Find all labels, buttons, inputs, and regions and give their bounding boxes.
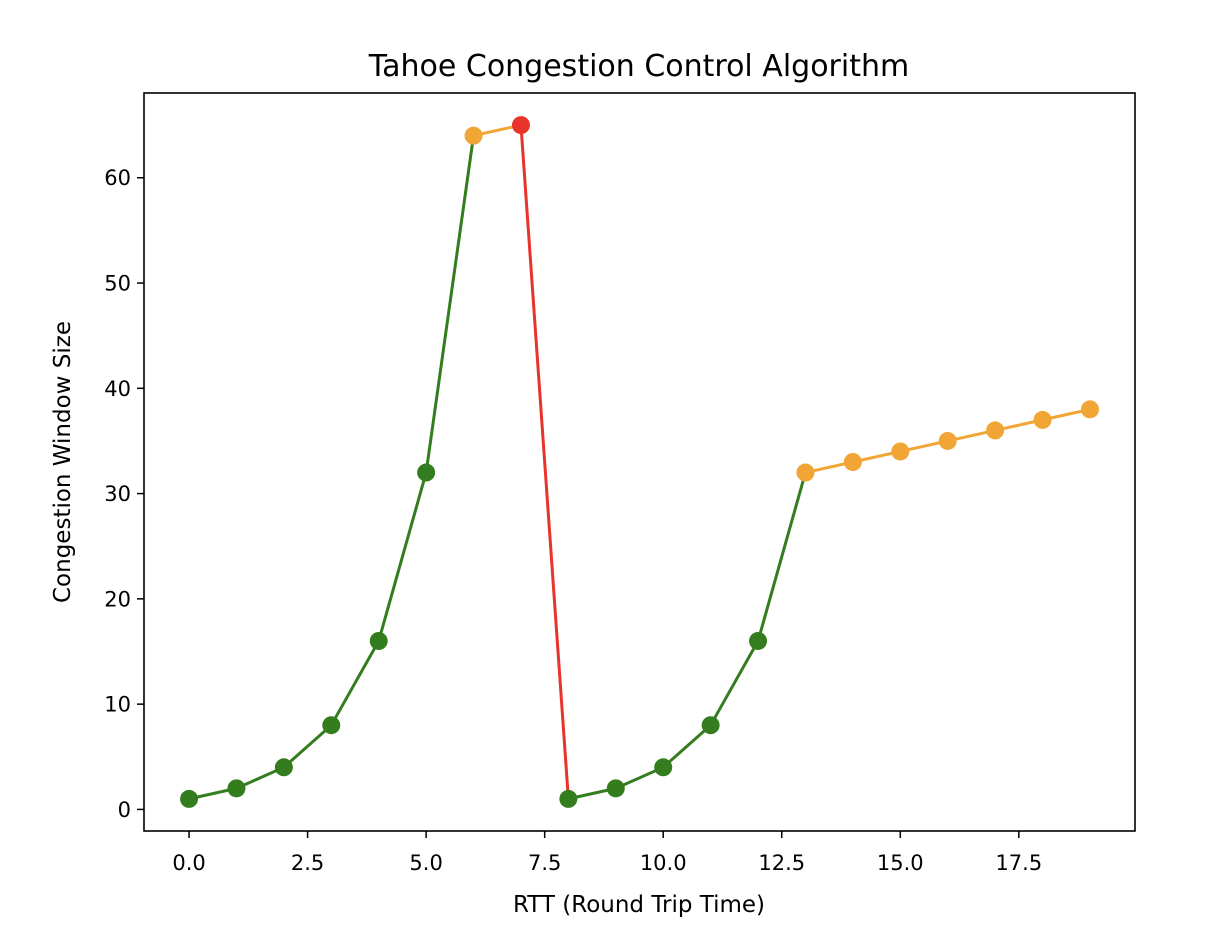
x-tick-label: 15.0 — [877, 851, 924, 875]
x-axis: 0.0 2.5 5.0 7.5 10.0 12.5 15.0 17.5 — [172, 831, 1042, 875]
data-point-congestion-avoidance — [796, 463, 815, 482]
data-point-slow-start — [180, 789, 199, 808]
series-line-loss — [519, 125, 570, 799]
data-point-congestion-avoidance — [1080, 400, 1099, 419]
data-point-slow-start — [559, 789, 578, 808]
data-point-congestion-avoidance — [1033, 410, 1052, 429]
y-tick-label: 50 — [104, 272, 131, 296]
data-point-congestion-avoidance — [986, 421, 1005, 440]
x-tick-label: 10.0 — [640, 851, 687, 875]
y-tick-label: 40 — [104, 377, 131, 401]
data-point-slow-start — [322, 716, 341, 735]
data-point-congestion-avoidance — [891, 442, 910, 461]
data-point-slow-start — [606, 779, 625, 798]
y-tick-label: 60 — [104, 166, 131, 190]
x-tick-label: 12.5 — [758, 851, 805, 875]
x-tick-label: 5.0 — [409, 851, 442, 875]
data-point-slow-start — [749, 631, 768, 650]
y-tick-label: 20 — [104, 587, 131, 611]
y-axis: 0 10 20 30 40 50 60 — [104, 166, 144, 822]
x-tick-label: 0.0 — [172, 851, 205, 875]
series-line-slow-start — [188, 472, 428, 801]
data-point-congestion-avoidance — [843, 453, 862, 471]
series-points — [180, 116, 1099, 808]
x-tick-label: 17.5 — [995, 851, 1042, 875]
series-lines — [188, 123, 1091, 801]
data-point-slow-start — [701, 716, 720, 735]
data-point-slow-start — [369, 631, 388, 650]
x-tick-label: 7.5 — [528, 851, 561, 875]
data-point-slow-start — [227, 779, 246, 798]
y-axis-label: Congestion Window Size — [50, 321, 76, 603]
data-point-slow-start — [417, 463, 436, 482]
data-point-congestion-avoidance — [938, 431, 957, 450]
series-line-slow-start — [424, 135, 476, 473]
data-point-loss — [511, 116, 530, 135]
plot-area — [143, 92, 1136, 832]
chart-title: Tahoe Congestion Control Algorithm — [368, 49, 909, 84]
y-tick-label: 0 — [118, 798, 131, 822]
data-point-slow-start — [654, 758, 673, 777]
data-point-slow-start — [274, 758, 293, 777]
y-tick-label: 30 — [104, 482, 131, 506]
data-point-congestion-avoidance — [464, 126, 483, 145]
y-tick-label: 10 — [104, 693, 131, 717]
x-tick-label: 2.5 — [291, 851, 324, 875]
x-axis-label: RTT (Round Trip Time) — [513, 892, 765, 918]
series-line-slow-start — [568, 472, 807, 801]
